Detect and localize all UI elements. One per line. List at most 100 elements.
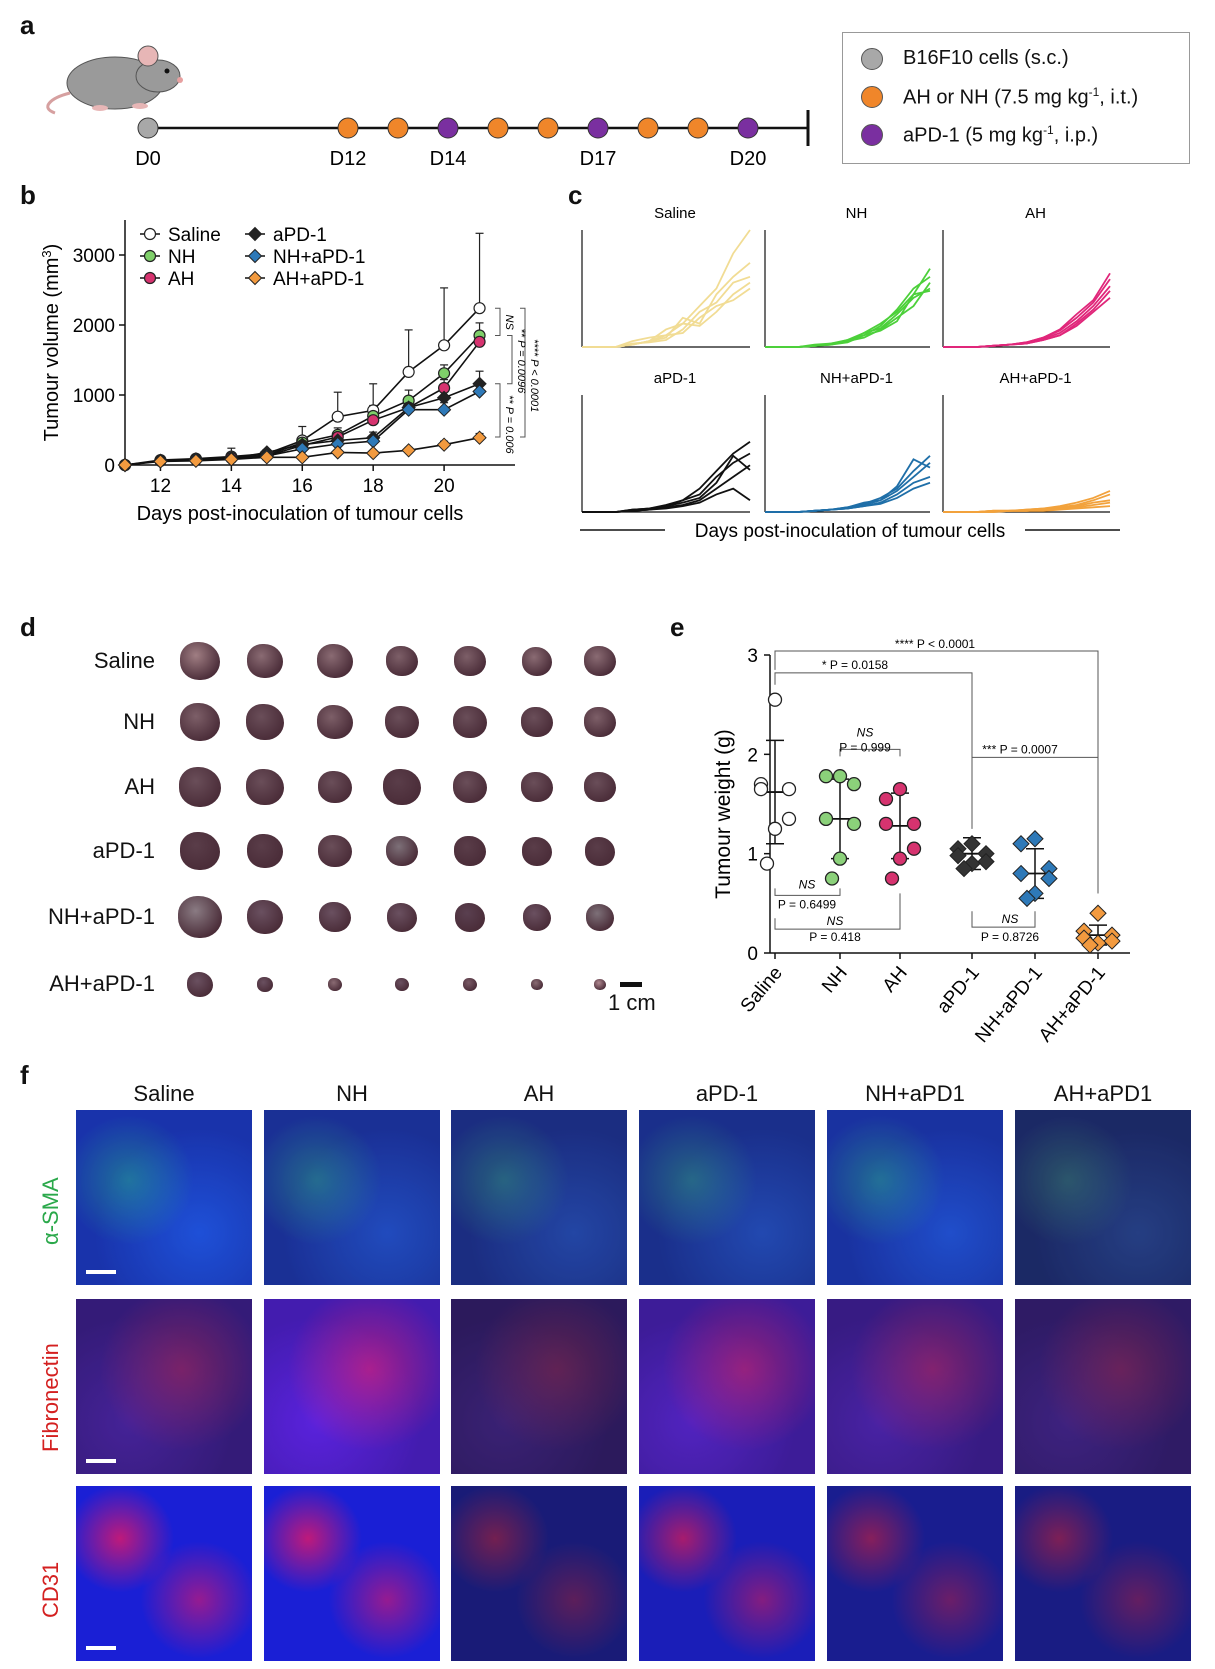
- growth-curve: [943, 297, 1111, 348]
- data-point: [759, 856, 775, 871]
- microscopy-image: [827, 1299, 1003, 1474]
- y-axis-label: Tumour weight (g): [712, 729, 735, 899]
- stat-label: * P = 0.0158: [822, 658, 888, 672]
- data-point: [1040, 869, 1058, 888]
- growth-curve: [765, 282, 931, 348]
- y-tick-label: 1: [747, 845, 758, 866]
- stat-label: P = 0.8726: [981, 930, 1039, 944]
- x-tick-label: AH: [879, 963, 912, 997]
- legend-label: aPD-1: [273, 225, 327, 246]
- tumour-photo: [247, 834, 283, 869]
- growth-curve: [582, 441, 751, 513]
- legend-marker-icon: [247, 226, 263, 242]
- legend-label: NH: [168, 247, 195, 268]
- data-point: [767, 821, 783, 836]
- tumour-row-label: aPD-1: [92, 838, 155, 863]
- data-point: [331, 410, 344, 423]
- data-point: [781, 811, 797, 827]
- tumour-row-label: NH+aPD-1: [48, 904, 155, 929]
- panel-label-d: d: [20, 612, 36, 642]
- microscopy-image: [264, 1110, 440, 1285]
- tumour-row-label: AH: [124, 774, 155, 799]
- legend-label: AH+aPD-1: [273, 269, 364, 290]
- microscopy-image: [76, 1299, 252, 1474]
- legend-marker-icon: [247, 248, 263, 264]
- growth-curve: [582, 454, 751, 513]
- panel-label-f: f: [20, 1060, 29, 1090]
- tumour-photo: [584, 707, 616, 738]
- microscopy-image: [264, 1299, 440, 1474]
- mouse-icon: [46, 45, 183, 115]
- x-tick-label: 12: [150, 476, 171, 497]
- data-point: [846, 776, 862, 792]
- legend-marker-icon: [247, 270, 263, 286]
- data-point: [402, 365, 415, 378]
- tumour-photo: [585, 837, 615, 866]
- data-point: [401, 402, 416, 417]
- data-point: [878, 816, 894, 832]
- stat-label: NS: [857, 725, 874, 739]
- legend-label: aPD-1 (5 mg kg-1, i.p.): [903, 123, 1099, 147]
- microscopy-column-title: AH: [523, 1081, 555, 1106]
- tumour-photo: [317, 705, 353, 740]
- data-point: [1089, 904, 1107, 922]
- data-point: [949, 846, 967, 865]
- tumour-photo: [531, 979, 543, 991]
- tumour-photo: [328, 978, 342, 992]
- microscopy-image: [264, 1486, 440, 1661]
- legend-marker-icon: [143, 249, 157, 263]
- scale-bar-label: 1 cm: [608, 990, 656, 1015]
- microscopy-image: [639, 1110, 815, 1285]
- tumour-photo: [386, 646, 418, 677]
- microscopy-column-title: NH+aPD1: [865, 1081, 965, 1106]
- growth-curve: [582, 487, 751, 513]
- microscopy-image: [76, 1486, 252, 1661]
- y-tick-label: 3000: [73, 246, 115, 267]
- data-point: [832, 851, 848, 866]
- timeline-dose-dot: [537, 117, 559, 139]
- timeline-dose-dot: [337, 117, 359, 139]
- scale-bar: [620, 982, 642, 987]
- tumour-photo: [386, 836, 418, 867]
- tumour-photo: [523, 904, 551, 931]
- tumour-photo: [584, 772, 616, 803]
- timeline-dose-dot: [487, 117, 509, 139]
- tumour-photo: [180, 642, 220, 680]
- microscopy-image: [76, 1110, 252, 1285]
- tumour-photo: [395, 978, 409, 992]
- timeline-day-label: D0: [135, 148, 161, 170]
- tumour-row-label: NH: [123, 709, 155, 734]
- legend-label: Saline: [168, 225, 221, 246]
- x-tick-label: 18: [363, 476, 384, 497]
- tumour-photo: [584, 646, 616, 677]
- y-tick-label: 2000: [73, 316, 115, 337]
- data-point: [781, 781, 797, 797]
- timeline-dose-dot: [437, 117, 459, 139]
- y-axis-label: Tumour volume (mm3): [39, 244, 64, 442]
- microscopy-image: [827, 1486, 1003, 1661]
- timeline-dose-dot: [637, 117, 659, 139]
- growth-curve: [765, 287, 931, 348]
- timeline-dose-dot: [587, 117, 609, 139]
- microscopy-row-label: CD31: [38, 1561, 63, 1618]
- microscopy-column-title: Saline: [133, 1081, 195, 1106]
- tumour-photo: [454, 836, 486, 867]
- data-point: [753, 781, 769, 797]
- tumour-photo: [586, 904, 614, 931]
- microscopy-scale-bar: [86, 1459, 116, 1463]
- tumour-photo: [594, 979, 606, 991]
- data-point: [1103, 932, 1121, 950]
- microscopy-image: [451, 1486, 627, 1661]
- stat-label: NS: [1002, 912, 1019, 926]
- data-point: [224, 452, 239, 467]
- data-point: [437, 367, 451, 380]
- tumour-photo: [522, 837, 552, 866]
- tumour-photo: [317, 644, 353, 679]
- x-tick-label: 20: [434, 476, 455, 497]
- stat-label: **** P < 0.0001: [528, 339, 540, 412]
- data-point: [818, 811, 834, 827]
- legend-label: AH or NH (7.5 mg kg-1, i.t.): [903, 85, 1139, 109]
- legend-dot-icon: [861, 124, 883, 147]
- growth-curve: [765, 289, 931, 348]
- treatment-legend: B16F10 cells (s.c.) AH or NH (7.5 mg kg-…: [842, 32, 1190, 164]
